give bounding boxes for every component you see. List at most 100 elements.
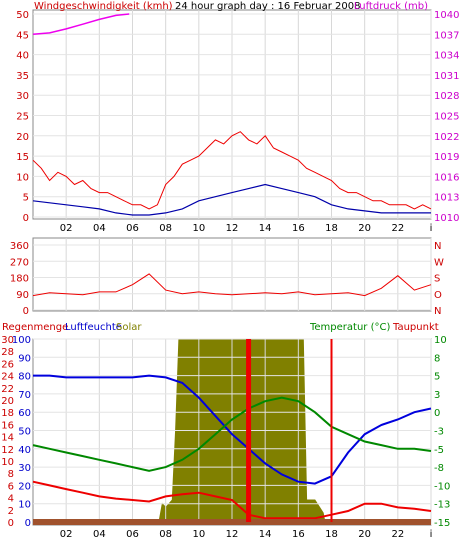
temperature-tick-label: -3 bbox=[434, 427, 444, 438]
humidity-tick-label: 60 bbox=[18, 408, 31, 419]
x-tick-label: 14 bbox=[259, 223, 272, 234]
x-tick-label: 04 bbox=[93, 223, 106, 234]
pressure-tick-label: 1019 bbox=[434, 152, 459, 163]
wind-tick-label: 50 bbox=[16, 10, 29, 21]
temperature-tick-label: 8 bbox=[434, 353, 440, 364]
rain-markers bbox=[246, 339, 333, 522]
humidity-line bbox=[33, 374, 432, 485]
pressure-tick-label: 1034 bbox=[434, 51, 459, 62]
x-tick-label: 02 bbox=[60, 223, 73, 234]
pressure-tick-label: 1037 bbox=[434, 30, 459, 41]
rain-tick-label: 18 bbox=[1, 408, 14, 419]
compass-tick-label: N bbox=[434, 306, 441, 317]
rain-tick-label: 30 bbox=[1, 335, 14, 346]
rain-tick-label: 12 bbox=[1, 445, 14, 456]
x-tick-label: 20 bbox=[358, 223, 371, 234]
humidity-label: Luftfeuchte bbox=[65, 322, 122, 333]
x-tick-label: 18 bbox=[325, 529, 338, 540]
rain-tick-label: 6 bbox=[8, 481, 14, 492]
humidity-tick-label: 80 bbox=[18, 372, 31, 383]
x-tick-label: 10 bbox=[192, 529, 205, 540]
humidity-tick-label: 90 bbox=[18, 353, 31, 364]
temperature-tick-label: 0 bbox=[434, 408, 440, 419]
temperature-line bbox=[32, 396, 432, 472]
temperature-tick-label: 3 bbox=[434, 390, 440, 401]
x-tick-label: 08 bbox=[159, 223, 172, 234]
direction-axis-ticks: 0 90 180 270 360 bbox=[10, 241, 29, 317]
wind-tick-label: 40 bbox=[16, 51, 29, 62]
temperature-tick-label: -15 bbox=[434, 518, 450, 529]
humidity-tick-label: 70 bbox=[18, 390, 31, 401]
rain-tick-label: 8 bbox=[8, 469, 14, 480]
humidity-tick-label: 20 bbox=[18, 481, 31, 492]
pressure-axis-ticks: 1010 1013 1016 1019 1022 1025 1028 1031 1034 1037… bbox=[434, 10, 459, 224]
rain-tick-label: 0 bbox=[8, 518, 14, 529]
wind-tick-label: 30 bbox=[16, 91, 29, 102]
direction-tick-label: 270 bbox=[10, 257, 29, 268]
pressure-tick-label: 1028 bbox=[434, 91, 459, 102]
rain-baseline bbox=[33, 519, 431, 525]
rain-tick-label: 2 bbox=[8, 506, 14, 517]
pressure-tick-label: 1013 bbox=[434, 193, 459, 204]
x-tick-label: 02 bbox=[60, 529, 73, 540]
wind-tick-label: 25 bbox=[16, 112, 29, 123]
x-tick-label: 20 bbox=[358, 529, 371, 540]
temperature-label: Temperatur (°C) bbox=[309, 322, 390, 333]
humidity-axis-ticks: 0 10 20 30 40 50 60 70 80 90 100 bbox=[12, 335, 31, 529]
wind-tick-label: 0 bbox=[23, 213, 29, 224]
wind-axis-ticks: 0 5 10 15 20 25 30 35 40 45 50 bbox=[16, 10, 29, 224]
wind-tick-label: 5 bbox=[23, 193, 29, 204]
humidity-tick-label: 0 bbox=[25, 518, 31, 529]
pressure-tick-label: 1025 bbox=[434, 112, 459, 123]
wind-tick-label: 10 bbox=[16, 172, 29, 183]
wind-tick-label: 35 bbox=[16, 71, 29, 82]
solar-label: Solar bbox=[116, 322, 142, 333]
rain-tick-label: 28 bbox=[1, 347, 14, 358]
x-tick-label: i bbox=[430, 223, 433, 234]
wind-tick-label: 20 bbox=[16, 132, 29, 143]
wind-speed-label: Windgeschwindigkeit (kmh) bbox=[34, 1, 173, 12]
dewpoint-line bbox=[32, 480, 432, 520]
rain-tick-label: 20 bbox=[1, 396, 14, 407]
pressure-tick-label: 1040 bbox=[434, 10, 459, 21]
direction-tick-label: 90 bbox=[16, 290, 29, 301]
x-tick-label: 22 bbox=[391, 529, 404, 540]
humidity-tick-label: 50 bbox=[18, 427, 31, 438]
x-tick-label: 04 bbox=[93, 529, 106, 540]
dewpoint-label: Taupunkt bbox=[392, 322, 439, 333]
x-tick-label: 16 bbox=[292, 529, 305, 540]
x-tick-label: 22 bbox=[391, 223, 404, 234]
chart-title: 24 hour graph day : 16 Februar 2008 bbox=[175, 1, 360, 12]
wind-speed-line bbox=[32, 183, 431, 216]
direction-tick-label: 0 bbox=[23, 306, 29, 317]
pressure-tick-label: 1031 bbox=[434, 71, 459, 82]
x-tick-label: 12 bbox=[226, 529, 239, 540]
x-tick-label: 14 bbox=[259, 529, 272, 540]
rain-tick-label: 24 bbox=[1, 372, 14, 383]
panel1-x-ticks: 02 04 06 08 10 12 14 16 18 20 22 i bbox=[60, 223, 433, 234]
rain-tick-label: 22 bbox=[1, 384, 14, 395]
rain-label: Regenmenge bbox=[2, 322, 68, 333]
panel3-series bbox=[32, 374, 432, 520]
humidity-tick-label: 40 bbox=[18, 445, 31, 456]
compass-tick-label: O bbox=[434, 290, 442, 301]
temperature-axis-ticks: -15 -13 -10 -8 -5 -3 0 3 5 8 10 bbox=[434, 335, 450, 529]
panel1-series bbox=[32, 13, 432, 216]
x-tick-label: 08 bbox=[159, 529, 172, 540]
compass-tick-label: N bbox=[434, 241, 441, 252]
rain-tick-label: 16 bbox=[1, 420, 14, 431]
x-tick-label: 16 bbox=[292, 223, 305, 234]
x-tick-label: 06 bbox=[126, 529, 139, 540]
x-tick-label: 10 bbox=[192, 223, 205, 234]
humidity-tick-label: 10 bbox=[18, 500, 31, 511]
direction-tick-label: 180 bbox=[10, 274, 29, 285]
compass-tick-label: S bbox=[434, 274, 440, 285]
pressure-line bbox=[32, 13, 130, 36]
wind-direction-line bbox=[32, 273, 432, 297]
wind-tick-label: 45 bbox=[16, 30, 29, 41]
